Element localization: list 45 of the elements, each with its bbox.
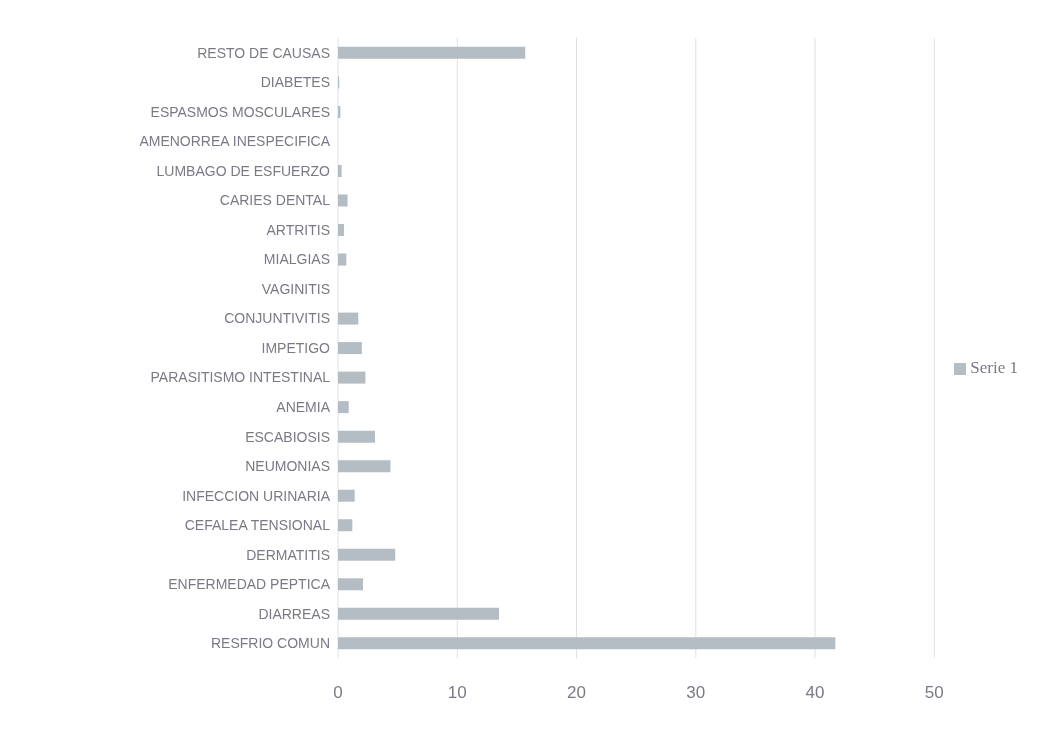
- y-tick-label: CARIES DENTAL: [219, 192, 331, 209]
- y-tick-label: LUMBAGO DE ESFUERZO: [156, 162, 331, 179]
- bar: [338, 548, 396, 561]
- x-tick-label: 50: [924, 683, 944, 703]
- bar: [338, 224, 344, 236]
- y-tick-label: CEFALEA TENSIONAL: [184, 517, 331, 534]
- y-tick-label: ESPASMOS MOSCULARES: [150, 103, 330, 120]
- bar: [338, 430, 375, 443]
- y-tick-label: DIABETES: [260, 74, 330, 91]
- bar: [338, 460, 391, 473]
- bar: [338, 401, 349, 414]
- x-tick-label: 40: [805, 683, 825, 703]
- y-tick-label: ESCABIOSIS: [245, 428, 330, 445]
- bar: [338, 46, 526, 59]
- y-tick-label: ENFERMEDAD PEPTICA: [168, 576, 331, 593]
- y-tick-label: ANEMIA: [276, 399, 331, 416]
- y-tick-label: VAGINITIS: [261, 280, 330, 297]
- y-tick-label: DERMATITIS: [246, 546, 330, 563]
- y-tick-label: NEUMONIAS: [245, 458, 330, 475]
- legend-label: Serie 1: [970, 358, 1018, 377]
- y-tick-label: AMENORREA INESPECIFICA: [139, 133, 331, 150]
- bar: [338, 637, 836, 650]
- bar: [338, 253, 347, 266]
- y-tick-label: RESTO DE CAUSAS: [197, 44, 330, 61]
- y-tick-label: IMPETIGO: [261, 339, 331, 356]
- bar: [338, 607, 499, 620]
- x-tick-label: 20: [567, 683, 586, 703]
- bar: [338, 164, 342, 177]
- y-tick-label: RESFRIO COMUN: [211, 635, 330, 652]
- bar: [338, 194, 348, 207]
- bar: [338, 342, 362, 355]
- bar: [338, 489, 355, 502]
- x-tick-label: 0: [333, 683, 343, 703]
- y-tick-label: CONJUNTIVITIS: [224, 310, 330, 327]
- bar: [338, 312, 359, 325]
- y-tick-label: MIALGIAS: [263, 251, 330, 268]
- y-tick-label: INFECCION URINARIA: [182, 487, 331, 504]
- x-tick-label: 30: [686, 683, 706, 703]
- x-tick-label: 10: [447, 683, 467, 703]
- y-tick-label: PARASITISMO INTESTINAL: [150, 369, 331, 386]
- bar: [338, 578, 364, 591]
- bar: [338, 371, 366, 384]
- y-tick-label: DIARREAS: [258, 605, 330, 622]
- y-tick-label: ARTRITIS: [266, 221, 330, 238]
- bar: [338, 519, 353, 532]
